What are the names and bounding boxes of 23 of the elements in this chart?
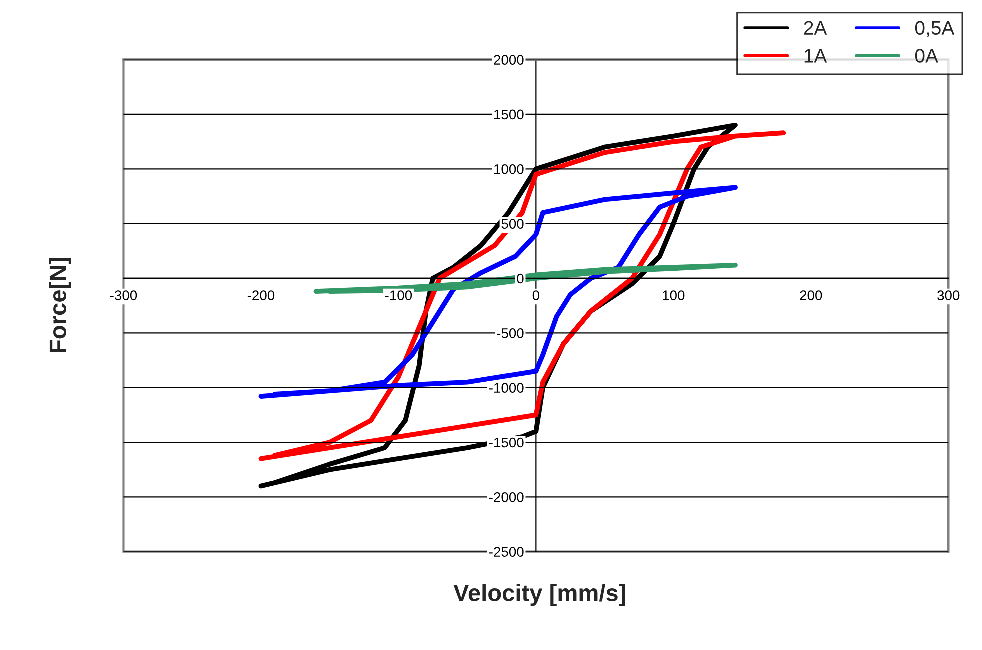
y-tick-label: -2000 — [489, 492, 524, 502]
y-tick-label: -1000 — [489, 383, 524, 394]
y-tick-label: 0 — [517, 274, 524, 284]
legend-label: 0,5A — [915, 21, 955, 38]
x-axis-title: Velocity [mm/s] — [454, 584, 626, 606]
y-tick-label: 2000 — [494, 55, 524, 65]
y-tick-label: -1500 — [489, 438, 524, 448]
legend-label: 0A — [915, 49, 938, 63]
x-tick-label: -100 — [385, 290, 412, 300]
x-tick-label: -200 — [248, 290, 275, 300]
legend-label: 1A — [804, 49, 828, 63]
x-tick-label: 100 — [663, 290, 685, 300]
legend-label: 2A — [804, 21, 828, 35]
y-axis-title: Force[N] — [49, 258, 72, 352]
x-tick-label: 200 — [800, 290, 822, 300]
x-tick-label: 300 — [938, 290, 960, 300]
y-tick-label: 1000 — [494, 164, 524, 174]
y-tick-label: -500 — [497, 328, 524, 338]
y-tick-label: 1500 — [494, 110, 524, 120]
y-tick-label: 500 — [502, 219, 524, 229]
x-tick-label: -300 — [110, 290, 138, 300]
y-tick-label: -2500 — [489, 547, 524, 558]
x-tick-label: 0 — [532, 290, 540, 300]
